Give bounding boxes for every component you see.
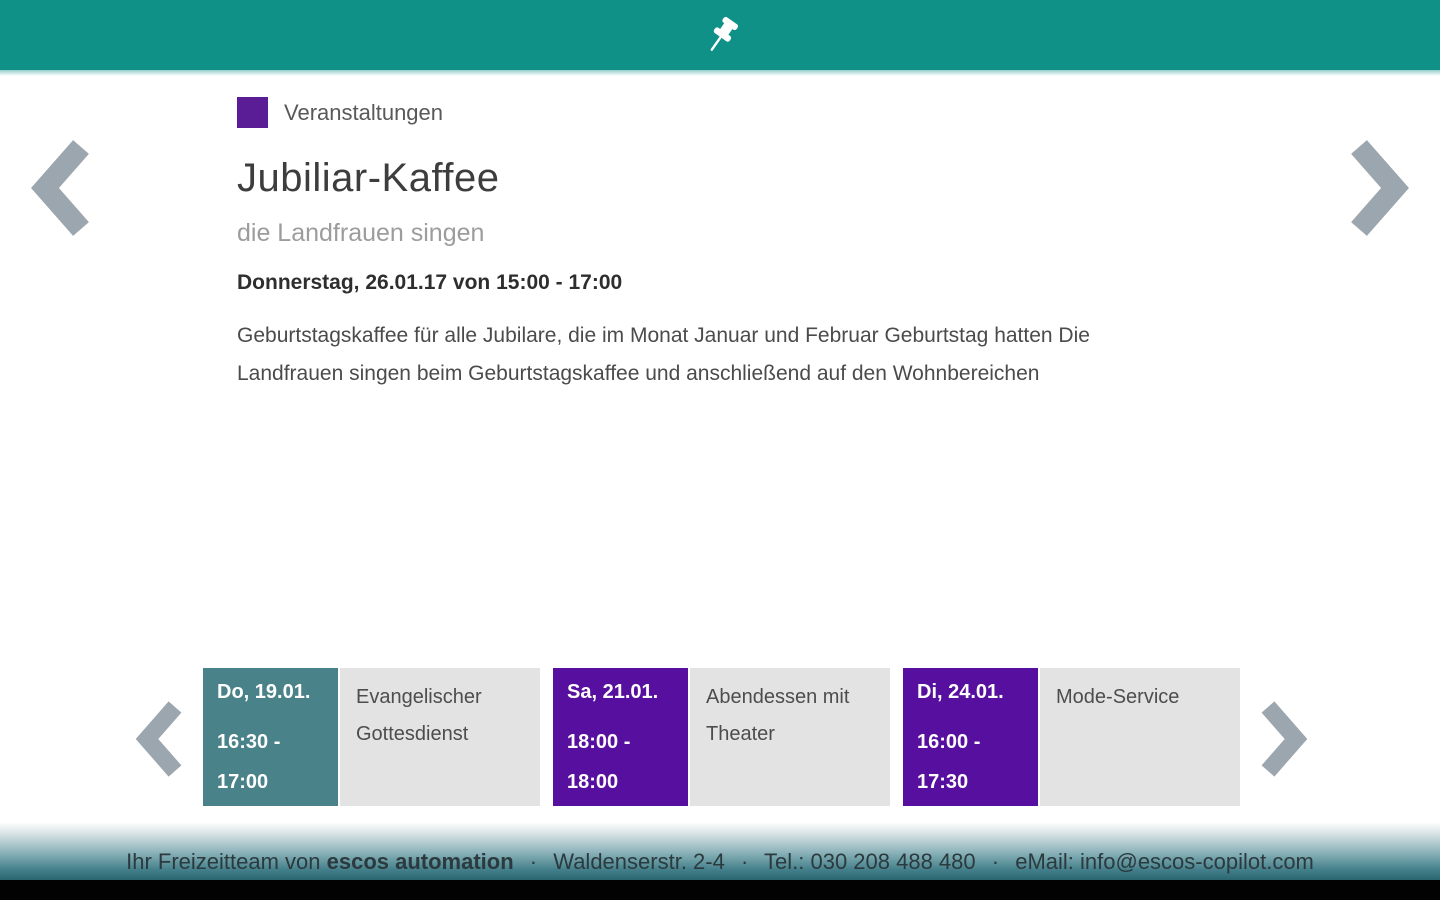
event-card-date: Do, 19.01.	[217, 681, 311, 703]
event-card-time-from: 16:30 -	[217, 731, 281, 753]
event-card-date: Di, 24.01.	[917, 681, 1004, 703]
event-title: Jubiliar-Kaffee	[237, 156, 500, 200]
event-card-time-to: 17:00	[217, 771, 269, 793]
top-bar	[0, 0, 1440, 70]
previous-event-button[interactable]	[26, 140, 92, 236]
event-card[interactable]: Sa, 21.01. 18:00 - 18:00 Abendessen mit …	[553, 668, 890, 806]
event-card-time-from: 18:00 -	[567, 731, 631, 753]
carousel-next-button[interactable]	[1258, 701, 1312, 777]
event-card-time-to: 18:00	[567, 771, 619, 793]
footer-prefix: Ihr Freizeitteam von	[126, 849, 321, 874]
pushpin-icon[interactable]	[698, 12, 742, 64]
footer-separator: ·	[991, 849, 1000, 874]
next-event-button[interactable]	[1348, 140, 1414, 236]
footer-address: Waldenserstr. 2-4	[553, 849, 725, 874]
event-card[interactable]: Di, 24.01. 16:00 - 17:30 Mode-Service	[903, 668, 1240, 806]
bottom-black-bar	[0, 880, 1440, 900]
footer-separator: ·	[529, 849, 538, 874]
event-card-title: Abendessen mit Theater	[690, 668, 890, 806]
upcoming-events-carousel: Do, 19.01. 16:30 - 17:00 Evangelischer G…	[203, 668, 1240, 806]
event-card-date-block: Do, 19.01. 16:30 - 17:00	[203, 668, 338, 806]
event-card-date: Sa, 21.01.	[567, 681, 659, 703]
footer-text: Ihr Freizeitteam von escos automation · …	[126, 849, 1314, 875]
footer-brand: escos automation	[326, 849, 514, 874]
event-card-date-block: Di, 24.01. 16:00 - 17:30	[903, 668, 1038, 806]
event-card[interactable]: Do, 19.01. 16:30 - 17:00 Evangelischer G…	[203, 668, 540, 806]
event-card-title: Evangelischer Gottesdienst	[340, 668, 540, 806]
event-description: Geburtstagskaffee für alle Jubilare, die…	[237, 324, 1090, 385]
event-category: Veranstaltungen	[237, 97, 443, 128]
event-card-time-from: 16:00 -	[917, 731, 981, 753]
carousel-previous-button[interactable]	[131, 701, 185, 777]
footer-bar: Ihr Freizeitteam von escos automation · …	[0, 822, 1440, 880]
category-label: Veranstaltungen	[284, 99, 444, 125]
footer-separator: ·	[740, 849, 749, 874]
event-card-time-to: 17:30	[917, 771, 969, 793]
top-bar-fade	[0, 70, 1440, 76]
event-subtitle: die Landfrauen singen	[237, 219, 485, 247]
category-color-swatch	[237, 97, 268, 128]
footer-email: eMail: info@escos-copilot.com	[1015, 849, 1314, 874]
event-card-date-block: Sa, 21.01. 18:00 - 18:00	[553, 668, 688, 806]
event-card-title: Mode-Service	[1040, 668, 1240, 806]
event-datetime: Donnerstag, 26.01.17 von 15:00 - 17:00	[237, 271, 623, 294]
footer-phone: Tel.: 030 208 488 480	[764, 849, 976, 874]
